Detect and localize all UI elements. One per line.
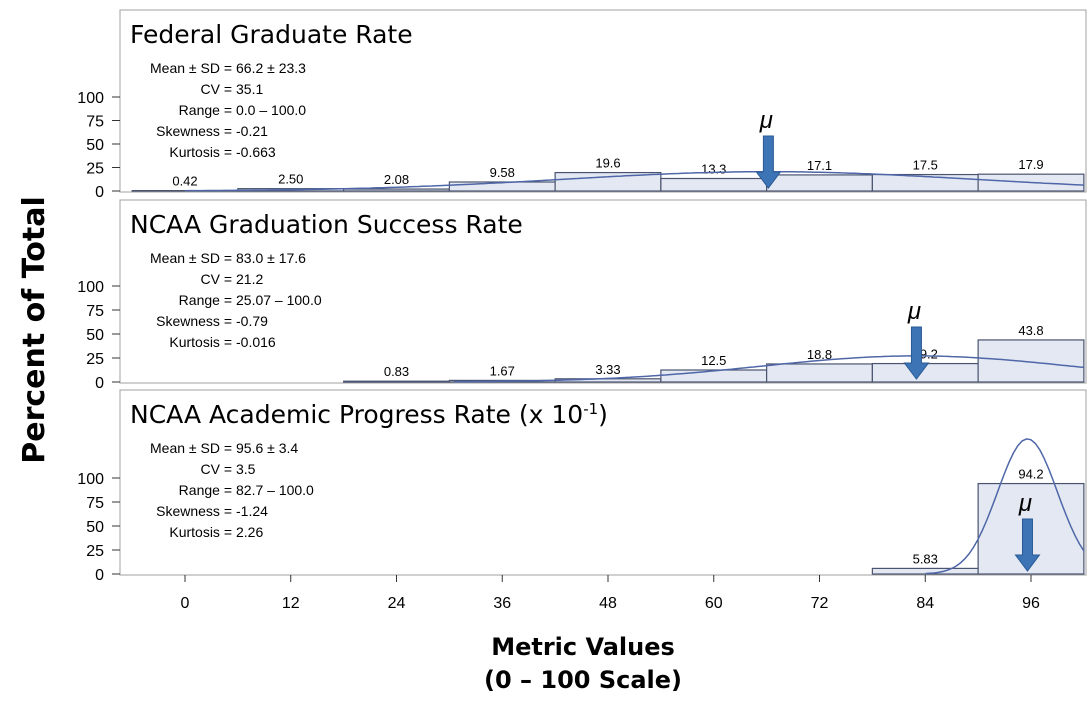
bar-value-label: 94.2 bbox=[1018, 467, 1043, 482]
bar-value-label: 0.83 bbox=[384, 364, 409, 379]
title-suffix: ) bbox=[598, 400, 608, 429]
y-axis-title: Percent of Total bbox=[17, 196, 52, 463]
y-tick-label: 50 bbox=[86, 137, 104, 154]
stat-label: Skewness = bbox=[156, 313, 232, 329]
x-tick-label: 72 bbox=[811, 595, 829, 612]
y-tick-label: 25 bbox=[86, 351, 104, 368]
stat-value: -0.663 bbox=[236, 144, 276, 160]
bar-value-label: 5.83 bbox=[913, 551, 938, 566]
stat-label: Skewness = bbox=[156, 503, 232, 519]
histogram-bar bbox=[978, 340, 1084, 382]
stat-label: Kurtosis = bbox=[169, 144, 232, 160]
y-tick-label: 75 bbox=[86, 495, 104, 512]
stat-label: Range = bbox=[179, 482, 232, 498]
stat-value: 83.0 ± 17.6 bbox=[236, 250, 306, 266]
panel-title: Federal Graduate Rate bbox=[130, 20, 413, 49]
histogram-bar bbox=[661, 370, 767, 382]
stat-label: Kurtosis = bbox=[169, 334, 232, 350]
stat-label: Kurtosis = bbox=[169, 524, 232, 540]
stat-label: Range = bbox=[179, 102, 232, 118]
y-tick-label: 100 bbox=[77, 471, 104, 488]
stat-value: -1.24 bbox=[236, 503, 268, 519]
y-tick-label: 75 bbox=[86, 303, 104, 320]
panel-title: NCAA Graduation Success Rate bbox=[130, 210, 523, 239]
bar-value-label: 17.5 bbox=[913, 158, 938, 173]
panel-title: NCAA Academic Progress Rate (x 10-1) bbox=[130, 400, 608, 429]
histogram-bar bbox=[344, 381, 450, 382]
histogram-bar bbox=[767, 364, 873, 382]
histogram-bar bbox=[872, 568, 978, 574]
stat-label: CV = bbox=[200, 271, 232, 287]
x-tick-label: 60 bbox=[705, 595, 723, 612]
stat-label: CV = bbox=[200, 461, 232, 477]
stat-value: -0.21 bbox=[236, 123, 268, 139]
bar-value-label: 43.8 bbox=[1018, 323, 1043, 338]
mu-label: μ bbox=[1018, 490, 1032, 517]
histogram-panel-1: 0 25 50 75 100 0.42 2.50 2.08 9.58 19.6 13.3 17.1 17… bbox=[77, 10, 1086, 201]
title-superscript: -1 bbox=[583, 400, 598, 418]
stat-value: 25.07 – 100.0 bbox=[236, 292, 322, 308]
stat-value: -0.79 bbox=[236, 313, 268, 329]
bar-value-label: 17.1 bbox=[807, 158, 832, 173]
stat-label: Mean ± SD = bbox=[150, 250, 232, 266]
mu-label: μ bbox=[759, 107, 773, 134]
stat-label: Mean ± SD = bbox=[150, 440, 232, 456]
x-axis-title-line2: (0 – 100 Scale) bbox=[484, 666, 682, 694]
y-tick-label: 25 bbox=[86, 161, 104, 178]
x-tick-label: 48 bbox=[599, 595, 617, 612]
stat-label: Range = bbox=[179, 292, 232, 308]
x-tick-label: 84 bbox=[916, 595, 934, 612]
stat-value: 0.0 – 100.0 bbox=[236, 102, 306, 118]
bar-value-label: 13.3 bbox=[701, 161, 726, 176]
histogram-bar bbox=[344, 189, 450, 191]
bar-value-label: 0.42 bbox=[172, 174, 197, 189]
y-tick-label: 0 bbox=[95, 184, 104, 201]
stat-value: 66.2 ± 23.3 bbox=[236, 60, 306, 76]
stat-value: 35.1 bbox=[236, 81, 263, 97]
bar-value-label: 2.50 bbox=[278, 172, 303, 187]
y-tick-label: 75 bbox=[86, 114, 104, 131]
x-tick-label: 36 bbox=[493, 595, 511, 612]
y-tick-label: 25 bbox=[86, 543, 104, 560]
x-axis-title-line1: Metric Values bbox=[491, 633, 675, 661]
stat-value: 82.7 – 100.0 bbox=[236, 482, 314, 498]
stat-value: 95.6 ± 3.4 bbox=[236, 440, 298, 456]
x-tick-label: 96 bbox=[1022, 595, 1040, 612]
bar-value-label: 9.58 bbox=[490, 165, 515, 180]
bar-value-label: 17.9 bbox=[1018, 157, 1043, 172]
bar-value-label: 2.08 bbox=[384, 172, 409, 187]
bar-value-label: 19.6 bbox=[595, 156, 620, 171]
stat-value: 21.2 bbox=[236, 271, 263, 287]
y-tick-label: 50 bbox=[86, 327, 104, 344]
stat-value: 3.5 bbox=[236, 461, 256, 477]
bar-value-label: 12.5 bbox=[701, 353, 726, 368]
y-tick-label: 100 bbox=[77, 279, 104, 296]
bar-value-label: 1.67 bbox=[490, 363, 515, 378]
histogram-panel-3: 0 25 50 75 100 5.83 94.2 μ NCAA Academic Progres… bbox=[77, 390, 1086, 584]
mu-label: μ bbox=[907, 298, 921, 325]
y-tick-label: 0 bbox=[95, 567, 104, 584]
stat-label: Skewness = bbox=[156, 123, 232, 139]
y-tick-label: 50 bbox=[86, 519, 104, 536]
y-tick-label: 100 bbox=[77, 90, 104, 107]
y-tick-label: 0 bbox=[95, 375, 104, 392]
bar-value-label: 3.33 bbox=[595, 362, 620, 377]
x-tick-label: 24 bbox=[388, 595, 406, 612]
x-tick-label: 12 bbox=[282, 595, 300, 612]
histogram-bar bbox=[661, 178, 767, 191]
histogram-bar bbox=[767, 175, 873, 191]
stat-value: -0.016 bbox=[236, 334, 276, 350]
stat-label: CV = bbox=[200, 81, 232, 97]
stat-value: 2.26 bbox=[236, 524, 263, 540]
x-tick-label: 0 bbox=[181, 595, 190, 612]
stat-label: Mean ± SD = bbox=[150, 60, 232, 76]
